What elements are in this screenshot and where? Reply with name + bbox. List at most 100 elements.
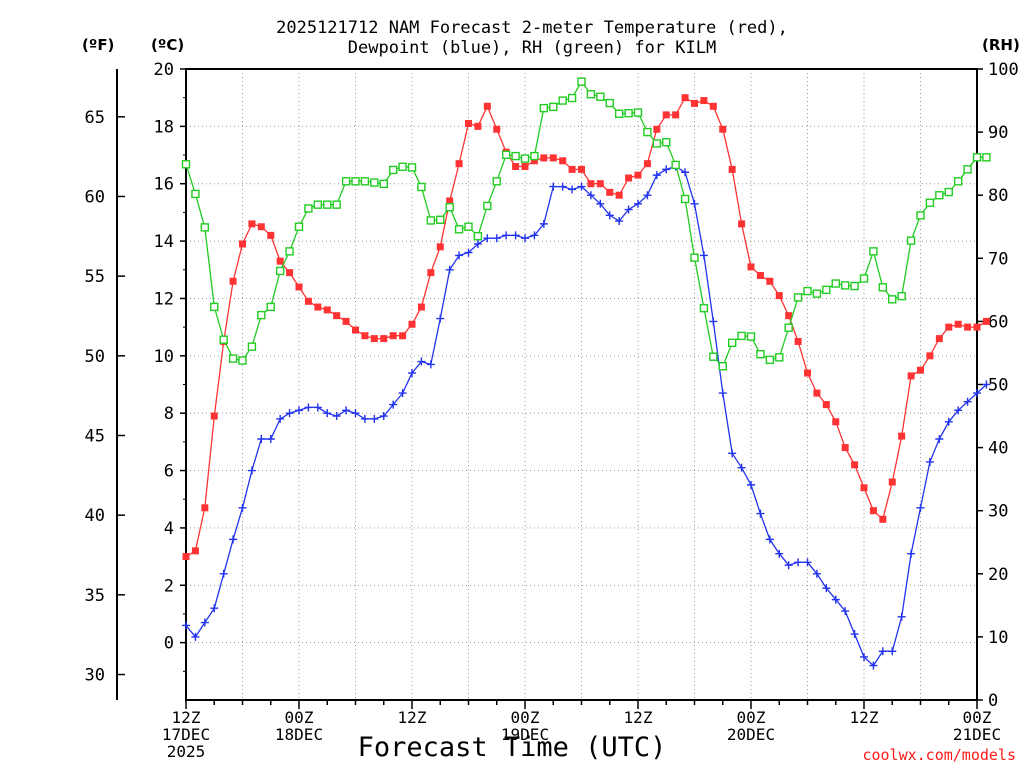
rh-point	[323, 200, 332, 209]
temperature-point	[898, 432, 906, 440]
dewpoint-point	[869, 661, 878, 670]
temperature-point	[879, 515, 887, 523]
temperature-point	[672, 111, 680, 119]
x-tick-label: 12Z	[172, 708, 201, 727]
dewpoint-point	[747, 480, 755, 489]
rh-point	[483, 201, 492, 211]
dewpoint-point	[878, 647, 887, 656]
rh-tick-label: 70	[988, 249, 1008, 269]
dewpoint-point	[888, 647, 897, 656]
x-tick-label: 19DEC	[501, 725, 549, 744]
x-tick-label: 00Z	[963, 708, 992, 727]
dewpoint-point	[709, 317, 718, 326]
rh-point	[643, 127, 652, 137]
rh-point	[181, 160, 191, 169]
temperature-point	[888, 478, 896, 486]
rh-tick-label: 100	[988, 60, 1019, 80]
dewpoint-point	[191, 632, 200, 641]
dewpoint-point	[313, 403, 322, 412]
dewpoint-point	[850, 630, 859, 639]
dewpoint-point	[539, 219, 548, 228]
temperature-point	[229, 277, 237, 285]
temperature-point	[662, 111, 670, 119]
dewpoint-point	[577, 182, 586, 191]
rh-tick-label: 50	[988, 376, 1008, 396]
rh-point	[398, 162, 407, 172]
rh-point	[822, 285, 831, 295]
rh-point	[982, 153, 991, 162]
temperature-point	[474, 122, 482, 130]
temperature-point	[804, 369, 811, 377]
temperature-point	[521, 163, 529, 171]
rh-point	[878, 283, 888, 292]
temperature-point	[681, 94, 689, 102]
dewpoint-point	[229, 535, 238, 544]
temperature-point	[643, 160, 651, 168]
dewpoint-point	[925, 457, 934, 466]
dewpoint-point	[210, 604, 219, 613]
temperature-point	[446, 197, 454, 205]
rh-point	[793, 293, 803, 302]
temperature-point	[700, 97, 708, 105]
rh-line	[185, 80, 987, 368]
temperature-point	[596, 180, 604, 188]
rh-point	[567, 93, 577, 103]
rh-point	[812, 289, 822, 298]
rh-point	[614, 109, 624, 119]
dewpoint-point	[351, 409, 360, 418]
dewpoint-point	[699, 251, 708, 260]
rh-point	[944, 187, 953, 197]
fahrenheit-tick-label: 30	[85, 666, 105, 686]
dewpoint-point	[360, 414, 369, 423]
rh-point	[633, 108, 643, 117]
celsius-axis-unit-label: (ºC)	[151, 36, 185, 54]
x-tick-label: 18DEC	[275, 725, 323, 744]
credit-link[interactable]: coolwx.com/models	[862, 746, 1016, 764]
x-tick-label: 00Z	[511, 708, 540, 727]
temperature-point	[747, 263, 755, 271]
rh-point	[586, 90, 596, 99]
celsius-tick-label: 4	[164, 519, 174, 539]
temperature-point	[738, 220, 746, 228]
rh-point	[558, 96, 567, 105]
temperature-point	[182, 553, 190, 561]
temperature-point	[389, 332, 397, 340]
temperature-point	[615, 191, 623, 199]
dewpoint-point	[662, 165, 671, 174]
temperature-point	[210, 412, 218, 420]
dewpoint-point	[897, 612, 906, 621]
dewpoint-point	[822, 584, 831, 593]
dewpoint-point	[200, 618, 209, 627]
temperature-point	[530, 157, 538, 165]
temperature-point	[436, 243, 444, 251]
dewpoint-point	[568, 185, 577, 194]
fahrenheit-tick-label: 45	[85, 426, 105, 446]
rh-point	[530, 151, 539, 161]
data-series	[181, 77, 991, 670]
temperature-point	[945, 323, 953, 331]
temperature-point	[917, 366, 924, 374]
dewpoint-point	[332, 412, 341, 421]
dewpoint-point	[728, 449, 737, 458]
rh-point	[332, 200, 341, 209]
temperature-point	[568, 165, 576, 173]
temperature-point	[352, 326, 359, 334]
rh-point	[605, 98, 614, 108]
dewpoint-point	[379, 412, 388, 421]
temperature-point	[483, 102, 491, 110]
temperature-point	[295, 283, 303, 291]
axes	[116, 68, 978, 701]
dewpoint-point	[916, 503, 925, 512]
rh-point	[888, 295, 897, 304]
rh-tick-label: 90	[988, 123, 1008, 143]
temperature-point	[973, 323, 981, 331]
chart-title-line-1: 2025121712 NAM Forecast 2-meter Temperat…	[276, 18, 788, 38]
dewpoint-point	[182, 621, 190, 630]
dewpoint-point	[973, 389, 981, 398]
rh-point	[360, 177, 370, 186]
temperature-point	[427, 269, 435, 277]
temperature-point	[559, 157, 567, 165]
rh-point	[351, 177, 360, 186]
temperature-point	[578, 165, 585, 173]
dewpoint-point	[426, 360, 435, 369]
